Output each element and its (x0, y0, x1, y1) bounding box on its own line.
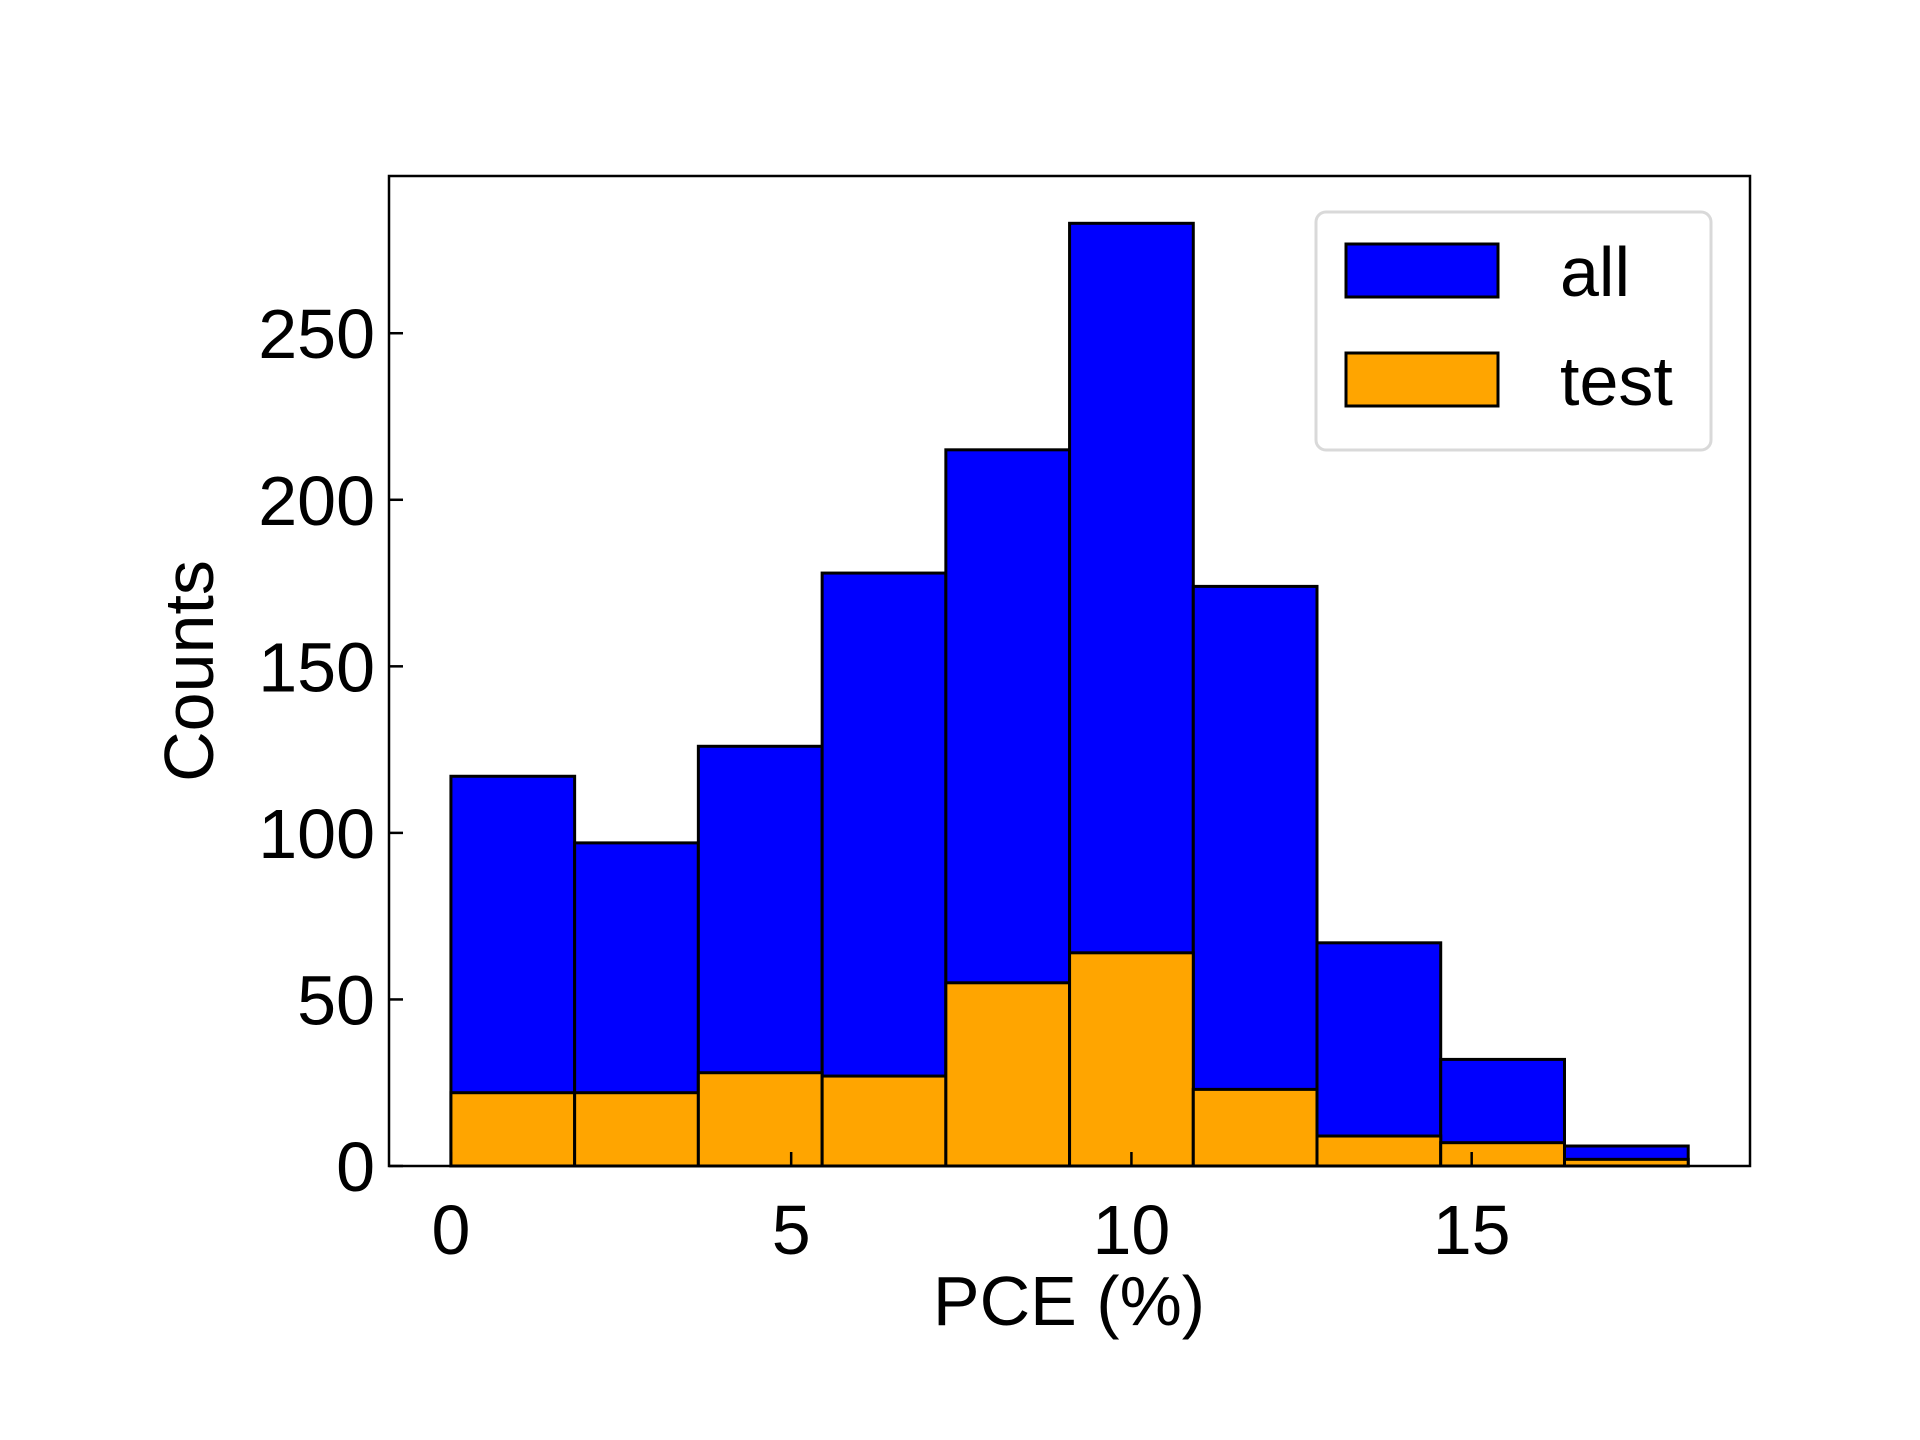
plot-frame (387, 174, 1752, 1168)
x-tick-label: 15 (1433, 1191, 1511, 1269)
x-tick-label: 5 (772, 1191, 811, 1269)
y-tick-label: 100 (258, 795, 375, 873)
bar (820, 571, 948, 1168)
y-tick-label: 200 (258, 462, 375, 540)
bar (1315, 1134, 1443, 1168)
bar (1191, 1087, 1319, 1168)
y-tick-label: 50 (297, 961, 375, 1039)
y-tick-label: 150 (258, 628, 375, 706)
bar (1439, 1141, 1566, 1168)
y-axis-label: Counts (150, 560, 228, 782)
legend-swatch (1344, 242, 1500, 299)
bar (1068, 951, 1195, 1168)
x-axis-label: PCE (%) (933, 1262, 1205, 1340)
legend-swatch (1344, 351, 1500, 408)
bar (696, 1071, 824, 1168)
bar (1315, 941, 1443, 1168)
bar (573, 1091, 700, 1168)
bar (820, 1074, 948, 1168)
bar (1191, 584, 1319, 1168)
bar (449, 1091, 577, 1168)
legend-label: test (1560, 342, 1673, 420)
x-tick-label: 10 (1092, 1191, 1170, 1269)
x-tick-label: 0 (431, 1191, 470, 1269)
y-tick-label: 250 (258, 295, 375, 373)
legend-label: all (1560, 233, 1630, 311)
bar (944, 981, 1072, 1168)
y-tick-label: 0 (336, 1128, 375, 1206)
